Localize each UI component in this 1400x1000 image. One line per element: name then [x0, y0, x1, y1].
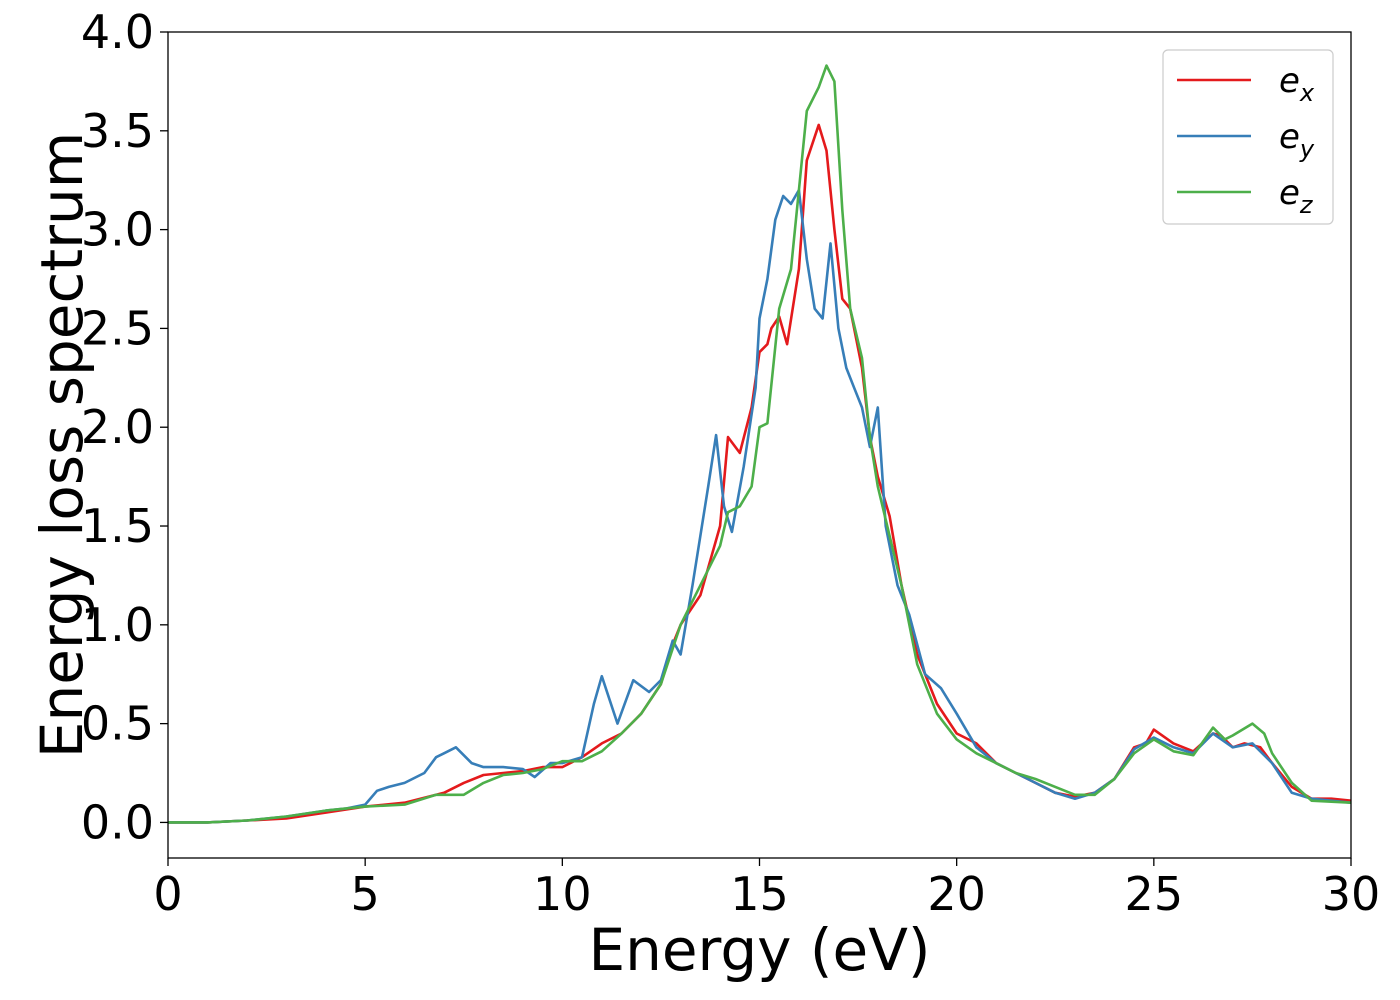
- x-tick-label: 25: [1125, 867, 1184, 921]
- y-axis-ticks: 0.0 0.5 1.0 1.5 2.0 2.5 3.0 3.5 4.0: [81, 5, 168, 849]
- x-tick-label: 30: [1322, 867, 1381, 921]
- x-axis-ticks: 0 5 10 15 20 25 30: [153, 858, 1380, 921]
- y-tick-label: 4.0: [81, 5, 154, 59]
- y-tick-label: 1.5: [81, 499, 154, 553]
- y-axis-label: Energy loss spectrum: [28, 132, 96, 758]
- x-tick-label: 5: [351, 867, 380, 921]
- y-tick-label: 0.5: [81, 697, 154, 751]
- y-tick-label: 3.5: [81, 104, 154, 158]
- series-lines: [168, 64, 1352, 824]
- y-tick-label: 2.5: [81, 301, 154, 355]
- plot-frame: [167, 31, 1352, 859]
- series-line-ey: [168, 188, 1352, 824]
- x-tick-label: 0: [153, 867, 182, 921]
- x-tick-label: 10: [533, 867, 592, 921]
- y-tick-label: 2.0: [81, 400, 154, 454]
- y-tick-label: 3.0: [81, 203, 154, 257]
- series-line-ex: [168, 123, 1352, 824]
- x-tick-label: 15: [730, 867, 789, 921]
- series-line-ez: [168, 64, 1352, 824]
- x-tick-label: 20: [927, 867, 986, 921]
- x-axis-label: Energy (eV): [588, 916, 930, 984]
- y-tick-label: 1.0: [81, 598, 154, 652]
- y-tick-label: 0.0: [81, 795, 154, 849]
